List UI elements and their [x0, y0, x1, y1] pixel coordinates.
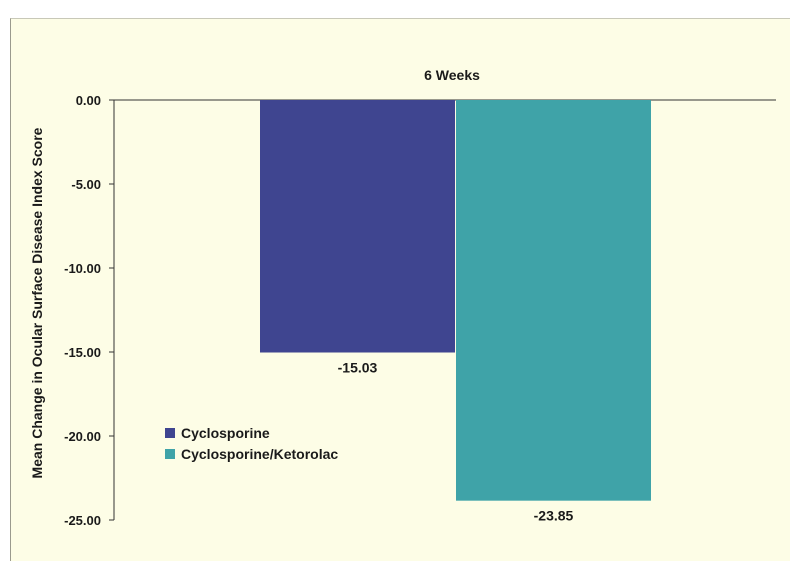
- legend-swatch: [165, 449, 175, 459]
- legend-swatch: [165, 428, 175, 438]
- legend-label: Cyclosporine/Ketorolac: [181, 446, 338, 462]
- y-ticks: 0.00 -5.00 -10.00 -15.00 -20.00 -25.00: [64, 93, 114, 528]
- bar-2: [456, 100, 651, 501]
- bars: -15.03 -23.85: [260, 100, 651, 524]
- y-axis-label: Mean Change in Ocular Surface Disease In…: [29, 127, 45, 478]
- y-tick-label: -15.00: [64, 345, 101, 360]
- y-tick-label: -25.00: [64, 513, 101, 528]
- y-tick-label: 0.00: [76, 93, 101, 108]
- y-tick-label: -5.00: [71, 177, 101, 192]
- y-tick-label: -10.00: [64, 261, 101, 276]
- y-tick-label: -20.00: [64, 429, 101, 444]
- bar-value-label: -15.03: [338, 360, 378, 376]
- legend: Cyclosporine Cyclosporine/Ketorolac: [165, 425, 338, 462]
- bar-1: [260, 100, 455, 353]
- chart-title: 6 Weeks: [424, 67, 480, 83]
- bar-value-label: -23.85: [534, 508, 574, 524]
- legend-label: Cyclosporine: [181, 425, 270, 441]
